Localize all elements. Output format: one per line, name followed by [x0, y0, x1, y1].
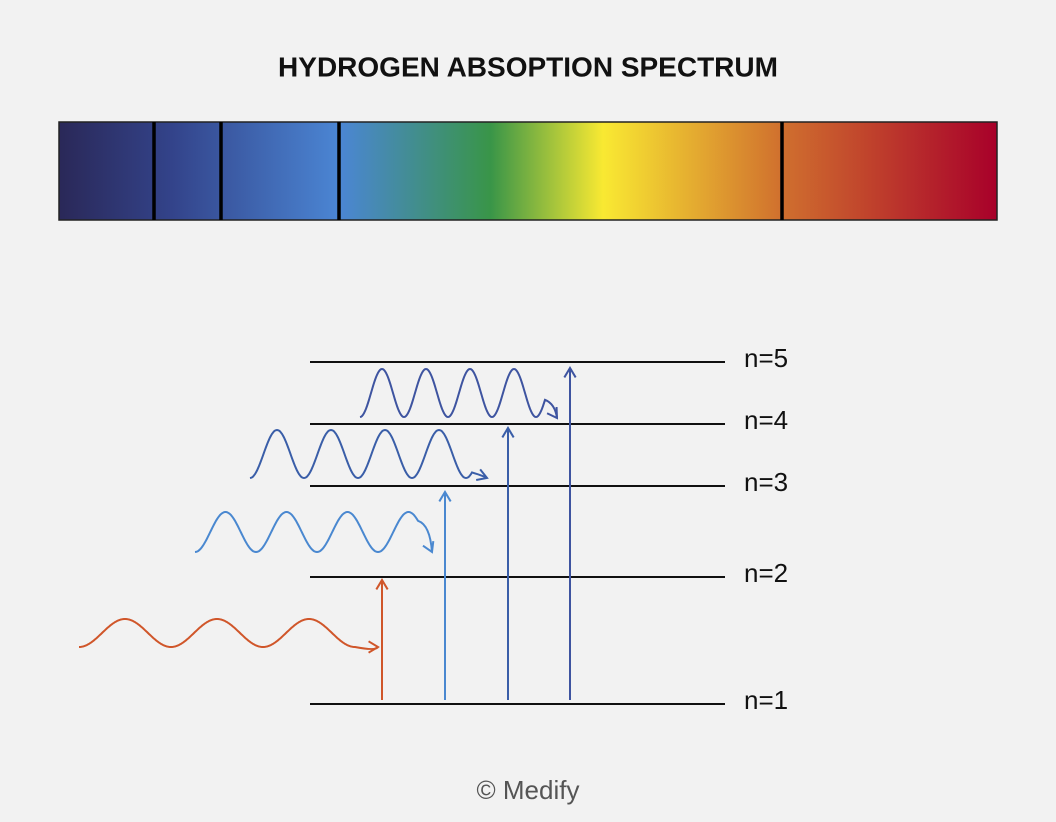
level-label: n=2 [744, 558, 788, 588]
arrow-head [438, 490, 452, 502]
photon-wave [194, 511, 433, 554]
photon-wave [249, 428, 488, 480]
level-label: n=4 [744, 405, 788, 435]
spectrum-bar [58, 121, 998, 221]
arrow-head [546, 406, 559, 420]
arrow-head [375, 578, 389, 590]
title: HYDROGEN ABSOPTION SPECTRUM [278, 51, 778, 82]
arrow-head [501, 426, 515, 438]
photons [79, 366, 577, 700]
arrow-head [368, 640, 380, 654]
credit: © Medify [477, 775, 580, 805]
photon-wave [79, 618, 379, 650]
arrow-head [476, 468, 489, 481]
arrow-head [422, 540, 435, 554]
absorption-lines [152, 122, 784, 220]
photon-wave [359, 367, 558, 419]
level-label: n=5 [744, 343, 788, 373]
level-label: n=3 [744, 467, 788, 497]
arrow-head [563, 366, 577, 378]
level-label: n=1 [744, 685, 788, 715]
energy-levels: n=5 n=4 n=3 n=2 n=1 [310, 343, 788, 715]
